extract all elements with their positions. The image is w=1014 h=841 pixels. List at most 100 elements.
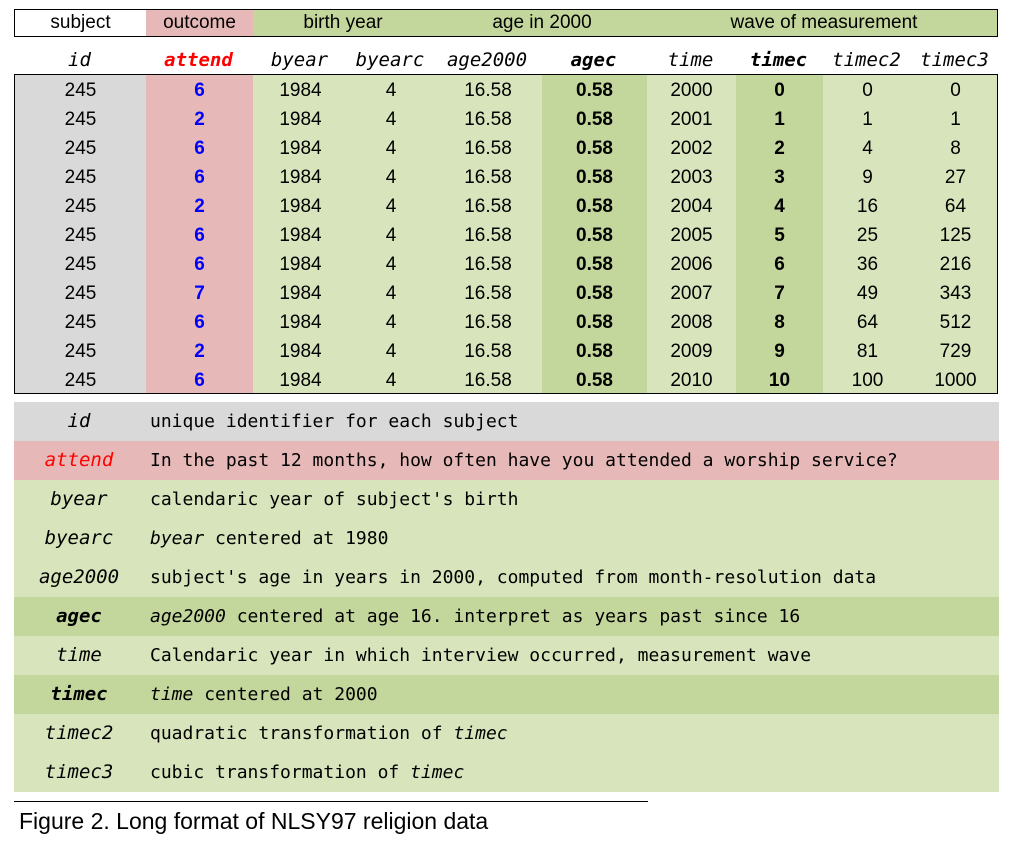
figure-caption: Figure 2. Long format of NLSY97 religion… (19, 808, 489, 834)
cell-age2000: 16.58 (464, 109, 512, 130)
cell-byearc: 4 (385, 341, 397, 362)
legend-description: Calendaric year in which interview occur… (150, 645, 812, 666)
cell-byearc: 4 (385, 167, 397, 188)
variable-group-header: subject outcome birth year age in 2000 w… (14, 9, 998, 37)
legend-reference: time (150, 684, 194, 705)
legend-reference: byear (150, 528, 205, 549)
column-header-row: id attend byear byearc age2000 agec time… (14, 47, 998, 74)
legend-description: calendaric year of subject's birth (150, 489, 519, 510)
legend-description-text: quadratic transformation of (150, 723, 443, 744)
cell-attend: 2 (194, 341, 205, 362)
cell-timec2: 100 (851, 370, 884, 391)
column-header-timec2: timec2 (832, 49, 901, 71)
cell-attend: 6 (194, 138, 205, 159)
cell-time: 2001 (670, 109, 713, 130)
cell-age2000: 16.58 (464, 138, 512, 159)
cell-byear: 1984 (279, 312, 322, 333)
legend-key: time (56, 644, 102, 666)
cell-timec2: 0 (862, 80, 873, 101)
caption-divider (14, 801, 648, 802)
legend-reference: age2000 (150, 606, 226, 627)
cell-attend: 6 (194, 312, 205, 333)
legend-description: quadratic transformation of timec (150, 714, 508, 753)
table-row: 245 6 1984 4 16.58 0.58 2002 2 4 8 (15, 134, 997, 163)
cell-byear: 1984 (279, 196, 322, 217)
column-header-timec3: timec3 (920, 49, 989, 71)
legend-reference: timec (453, 723, 508, 744)
cell-timec: 10 (768, 370, 791, 391)
cell-attend: 2 (194, 196, 205, 217)
cell-agec: 0.58 (576, 254, 613, 275)
cell-attend: 2 (194, 109, 205, 130)
long-format-data-table: 245 6 1984 4 16.58 0.58 2000 0 0 0 245 2… (14, 74, 998, 394)
table-row: 245 2 1984 4 16.58 0.58 2004 4 16 64 (15, 192, 997, 221)
legend-row-attend: attend In the past 12 months, how often … (14, 441, 999, 480)
cell-byear: 1984 (279, 254, 322, 275)
column-band-birth-age (253, 75, 542, 393)
cell-time: 2005 (670, 225, 713, 246)
cell-timec2: 1 (862, 109, 873, 130)
column-header-id: id (68, 49, 91, 71)
cell-timec: 0 (774, 80, 785, 101)
cell-time: 2009 (670, 341, 713, 362)
table-row: 245 6 1984 4 16.58 0.58 2005 5 25 125 (15, 221, 997, 250)
cell-time: 2008 (670, 312, 713, 333)
column-header-byear: byear (270, 49, 329, 71)
cell-attend: 6 (194, 80, 205, 101)
cell-age2000: 16.58 (464, 283, 512, 304)
cell-attend: 6 (194, 225, 205, 246)
cell-timec2: 64 (856, 312, 879, 333)
cell-timec: 3 (774, 167, 785, 188)
cell-agec: 0.58 (576, 225, 613, 246)
cell-age2000: 16.58 (464, 167, 512, 188)
cell-id: 245 (64, 283, 97, 304)
table-row: 245 7 1984 4 16.58 0.58 2007 7 49 343 (15, 279, 997, 308)
cell-agec: 0.58 (576, 80, 613, 101)
cell-byearc: 4 (385, 370, 397, 391)
cell-time: 2003 (670, 167, 713, 188)
variable-legend: id unique identifier for each subject at… (14, 402, 999, 792)
legend-row-byear: byear calendaric year of subject's birth (14, 480, 999, 519)
cell-id: 245 (64, 196, 97, 217)
column-header-byearc: byearc (355, 49, 425, 71)
legend-row-timec: timec time centered at 2000 (14, 675, 999, 714)
cell-agec: 0.58 (576, 370, 613, 391)
legend-description: unique identifier for each subject (150, 411, 519, 432)
cell-byearc: 4 (385, 254, 397, 275)
column-band-time (647, 75, 736, 393)
cell-timec: 2 (774, 138, 785, 159)
cell-timec3: 216 (939, 254, 972, 275)
legend-key: age2000 (38, 566, 120, 588)
legend-row-time: time Calendaric year in which interview … (14, 636, 999, 675)
cell-age2000: 16.58 (464, 312, 512, 333)
cell-time: 2006 (670, 254, 713, 275)
cell-timec: 4 (774, 196, 785, 217)
cell-timec: 1 (774, 109, 785, 130)
cell-timec2: 36 (856, 254, 879, 275)
legend-key: byear (50, 488, 108, 510)
legend-description-text: cubic transformation of (150, 762, 400, 783)
table-row: 245 6 1984 4 16.58 0.58 2003 3 9 27 (15, 163, 997, 192)
cell-byear: 1984 (279, 341, 322, 362)
legend-description: cubic transformation of timec (150, 753, 464, 792)
table-row: 245 2 1984 4 16.58 0.58 2009 9 81 729 (15, 337, 997, 366)
cell-byearc: 4 (385, 283, 397, 304)
legend-description: byear centered at 1980 (150, 519, 388, 558)
cell-byearc: 4 (385, 196, 397, 217)
cell-time: 2007 (670, 283, 713, 304)
legend-key: timec2 (44, 722, 114, 744)
cell-byearc: 4 (385, 80, 397, 101)
cell-agec: 0.58 (576, 312, 613, 333)
cell-id: 245 (64, 254, 97, 275)
column-header-agec: agec (570, 49, 617, 71)
cell-timec: 7 (774, 283, 785, 304)
cell-byear: 1984 (279, 109, 322, 130)
column-band-timec (736, 75, 823, 393)
cell-timec: 6 (774, 254, 785, 275)
cell-time: 2010 (670, 370, 713, 391)
cell-id: 245 (64, 225, 97, 246)
cell-byear: 1984 (279, 225, 322, 246)
cell-timec3: 0 (950, 80, 961, 101)
cell-timec3: 1 (950, 109, 961, 130)
cell-id: 245 (64, 341, 97, 362)
